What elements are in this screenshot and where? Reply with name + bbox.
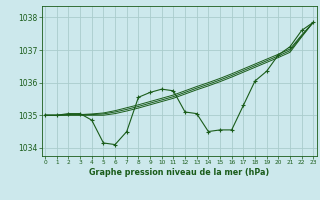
X-axis label: Graphe pression niveau de la mer (hPa): Graphe pression niveau de la mer (hPa) (89, 168, 269, 177)
